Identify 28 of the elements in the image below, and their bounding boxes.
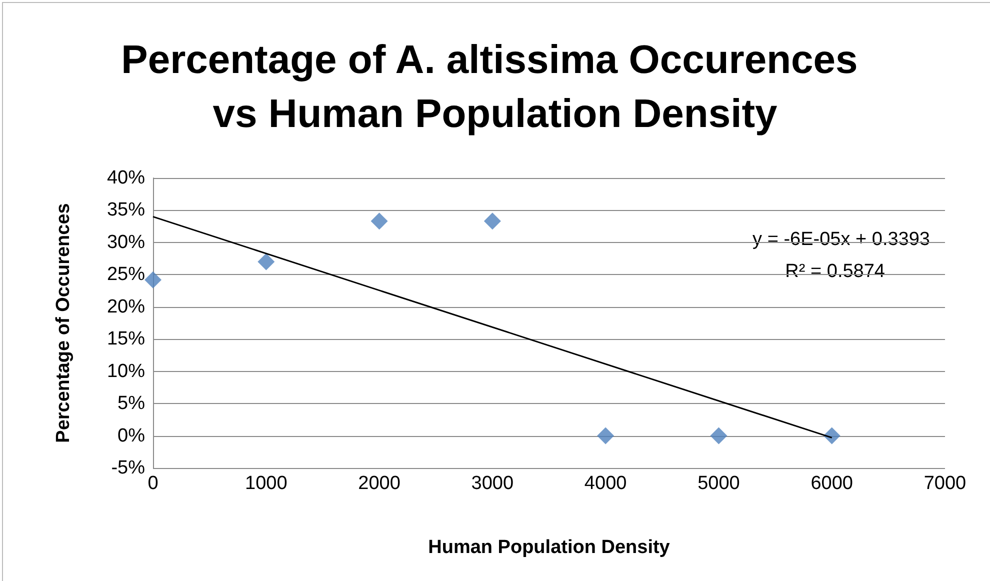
point — [823, 427, 840, 444]
point — [597, 427, 614, 444]
x-tick-label: 1000 — [245, 473, 288, 494]
x-axis-title: Human Population Density — [428, 537, 670, 558]
y-tick-label: 40% — [106, 168, 146, 188]
point — [370, 212, 388, 230]
x-tick-label: 0 — [148, 473, 158, 494]
y-tick-label: 15% — [106, 328, 146, 350]
x-tick-label: 5000 — [698, 473, 740, 494]
point — [484, 212, 501, 230]
y-tick-label: 5% — [118, 393, 146, 414]
x-tick-label: 6000 — [810, 473, 853, 494]
x-tick-label: 3000 — [471, 473, 514, 494]
x-tick-label: 2000 — [358, 473, 400, 494]
y-tick-label: 20% — [106, 296, 146, 318]
point — [258, 253, 275, 270]
chart-title: Percentage of A. altissima Occurences vs Human Population Density — [121, 38, 869, 136]
y-tick-label: 10% — [106, 360, 146, 382]
y-tick-label: 25% — [106, 264, 146, 286]
x-tick-label: 7000 — [924, 473, 966, 494]
x-tick-label: 4000 — [584, 473, 627, 494]
point — [144, 271, 162, 288]
point — [710, 427, 728, 444]
y-axis-title: Percentage of Occurences — [53, 203, 74, 443]
y-tick-label: 0% — [118, 425, 146, 446]
y-tick-label: -5% — [111, 458, 146, 478]
y-tick-label: 30% — [106, 232, 146, 253]
y-tick-label: 35% — [106, 200, 146, 221]
